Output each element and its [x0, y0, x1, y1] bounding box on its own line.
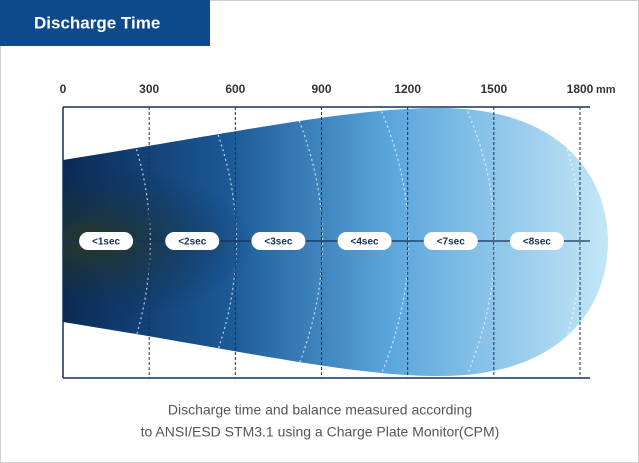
zone-label: <8sec — [523, 237, 552, 248]
zone-label: <1sec — [92, 237, 121, 248]
x-tick-label: 600 — [225, 82, 245, 96]
zone-label: <2sec — [178, 237, 207, 248]
arc — [379, 108, 410, 376]
caption: to ANSI/ESD STM3.1 using a Charge Plate … — [141, 424, 500, 440]
caption: Discharge time and balance measured acco… — [168, 402, 472, 418]
x-tick-label: 1500 — [480, 82, 507, 96]
zone-pill — [509, 232, 564, 250]
x-tick-label: 900 — [311, 82, 331, 96]
x-tick-label: 0 — [60, 82, 67, 96]
title: Discharge Time — [34, 13, 160, 32]
zone-pill — [251, 232, 306, 250]
field-core — [63, 108, 608, 376]
x-tick-label: 300 — [139, 82, 159, 96]
arc — [465, 108, 496, 376]
plot — [63, 108, 608, 376]
zone-label: <4sec — [351, 237, 380, 248]
arc — [206, 108, 237, 376]
x-tick-label: 1800 — [567, 82, 594, 96]
zone-pill — [165, 232, 220, 250]
zone-pill — [423, 232, 478, 250]
zone-pill — [79, 232, 134, 250]
zone-label: <3sec — [264, 237, 293, 248]
unit-label: mm — [596, 84, 616, 96]
arc — [292, 108, 323, 376]
title-tab — [0, 0, 210, 46]
x-tick-label: 1200 — [394, 82, 421, 96]
zone-label: <7sec — [437, 237, 466, 248]
zone-pill — [337, 232, 392, 250]
